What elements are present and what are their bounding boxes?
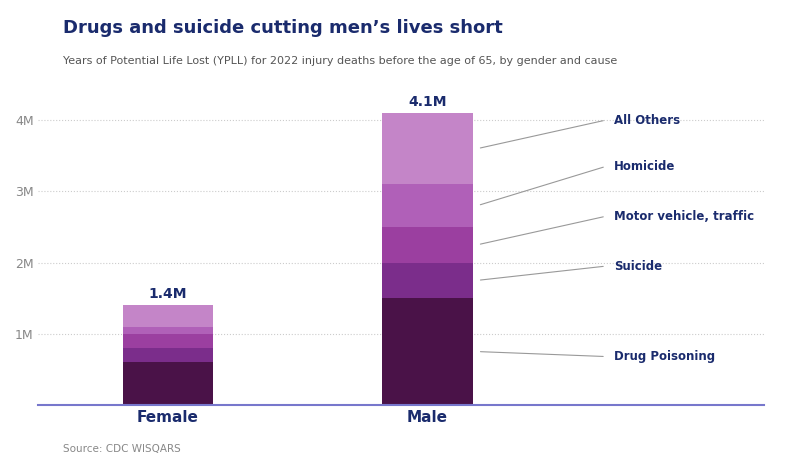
Bar [382,113,473,184]
Bar [382,298,473,405]
Bar [123,334,213,348]
Text: Motor vehicle, traffic: Motor vehicle, traffic [614,210,754,223]
Bar [382,263,473,298]
Bar [382,227,473,263]
Bar [123,326,213,334]
Text: Source: CDC WISQARS: Source: CDC WISQARS [63,444,181,454]
Text: All Others: All Others [614,113,680,126]
Text: 1.4M: 1.4M [149,288,187,301]
Text: Homicide: Homicide [614,160,675,173]
Text: 4.1M: 4.1M [408,95,447,109]
Text: Drugs and suicide cutting men’s lives short: Drugs and suicide cutting men’s lives sh… [63,19,503,37]
Bar [123,305,213,326]
Text: Years of Potential Life Lost (YPLL) for 2022 injury deaths before the age of 65,: Years of Potential Life Lost (YPLL) for … [63,56,618,66]
Bar [123,362,213,405]
Bar [123,348,213,362]
Text: Suicide: Suicide [614,260,662,273]
Text: Drug Poisoning: Drug Poisoning [614,350,715,363]
Bar [382,184,473,227]
